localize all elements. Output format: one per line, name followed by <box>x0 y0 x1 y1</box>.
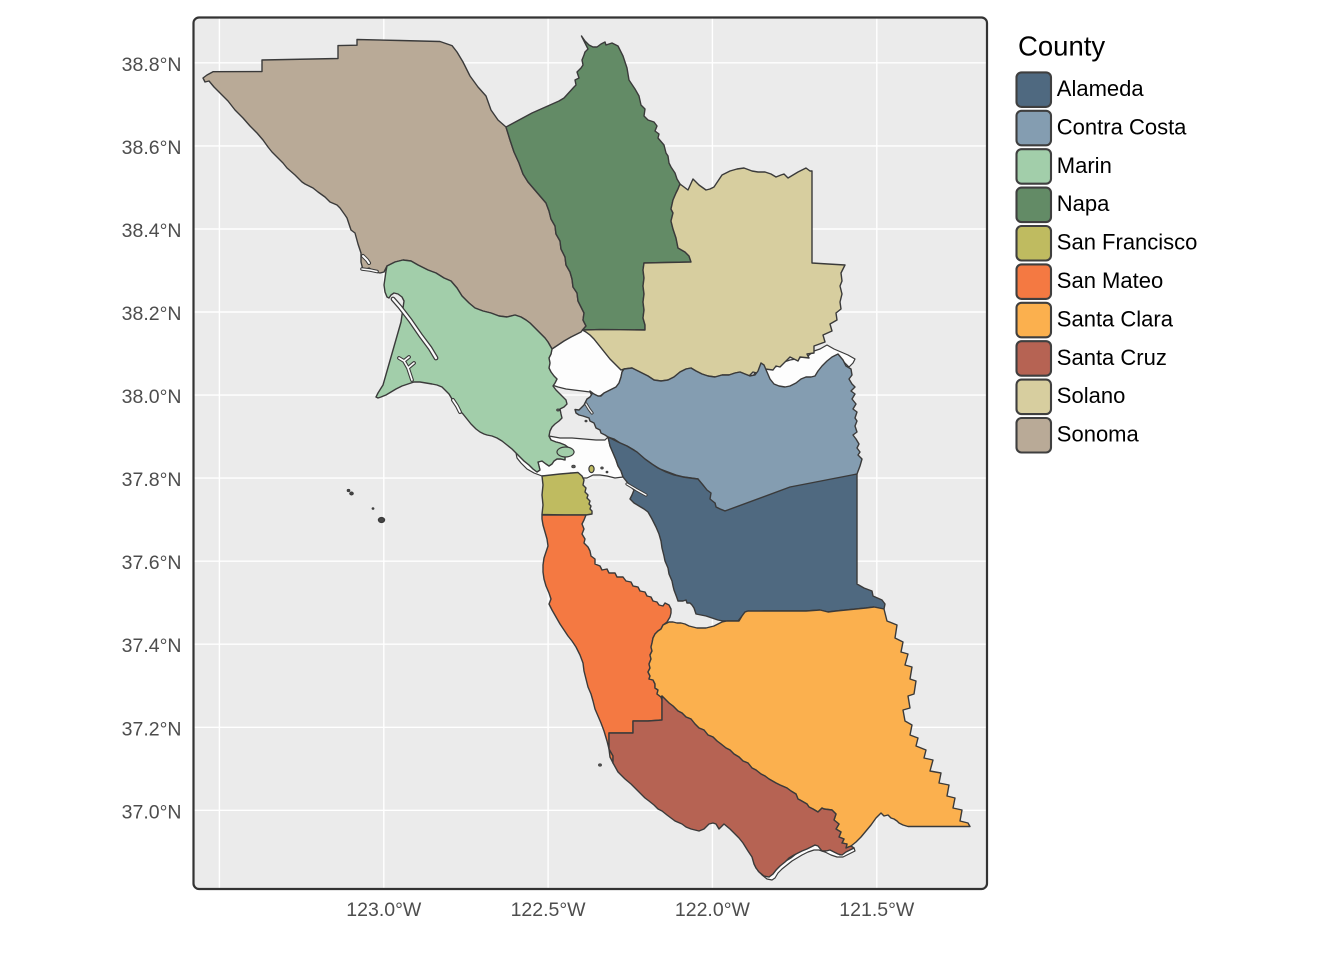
svg-text:Napa: Napa <box>1057 191 1110 216</box>
svg-text:Alameda: Alameda <box>1057 76 1145 101</box>
svg-text:Marin: Marin <box>1057 153 1112 178</box>
svg-text:San Francisco: San Francisco <box>1057 230 1198 255</box>
svg-text:38.2°N: 38.2°N <box>122 303 182 325</box>
svg-text:Santa Cruz: Santa Cruz <box>1057 345 1167 370</box>
svg-text:37.8°N: 37.8°N <box>122 469 182 491</box>
svg-text:122.0°W: 122.0°W <box>675 899 751 921</box>
svg-text:38.4°N: 38.4°N <box>122 220 182 242</box>
svg-text:122.5°W: 122.5°W <box>511 899 587 921</box>
svg-text:Santa Clara: Santa Clara <box>1057 306 1174 331</box>
svg-text:San Mateo: San Mateo <box>1057 268 1163 293</box>
svg-text:37.0°N: 37.0°N <box>122 801 182 823</box>
svg-text:123.0°W: 123.0°W <box>346 899 422 921</box>
svg-text:121.5°W: 121.5°W <box>839 899 915 921</box>
svg-text:County: County <box>1018 31 1105 62</box>
svg-text:37.6°N: 37.6°N <box>122 552 182 574</box>
svg-text:Contra Costa: Contra Costa <box>1057 114 1187 139</box>
svg-text:38.6°N: 38.6°N <box>122 137 182 159</box>
svg-text:38.8°N: 38.8°N <box>122 54 182 76</box>
svg-text:37.2°N: 37.2°N <box>122 718 182 740</box>
svg-text:38.0°N: 38.0°N <box>122 386 182 408</box>
svg-text:Sonoma: Sonoma <box>1057 422 1140 447</box>
svg-text:37.4°N: 37.4°N <box>122 635 182 657</box>
svg-text:Solano: Solano <box>1057 383 1126 408</box>
